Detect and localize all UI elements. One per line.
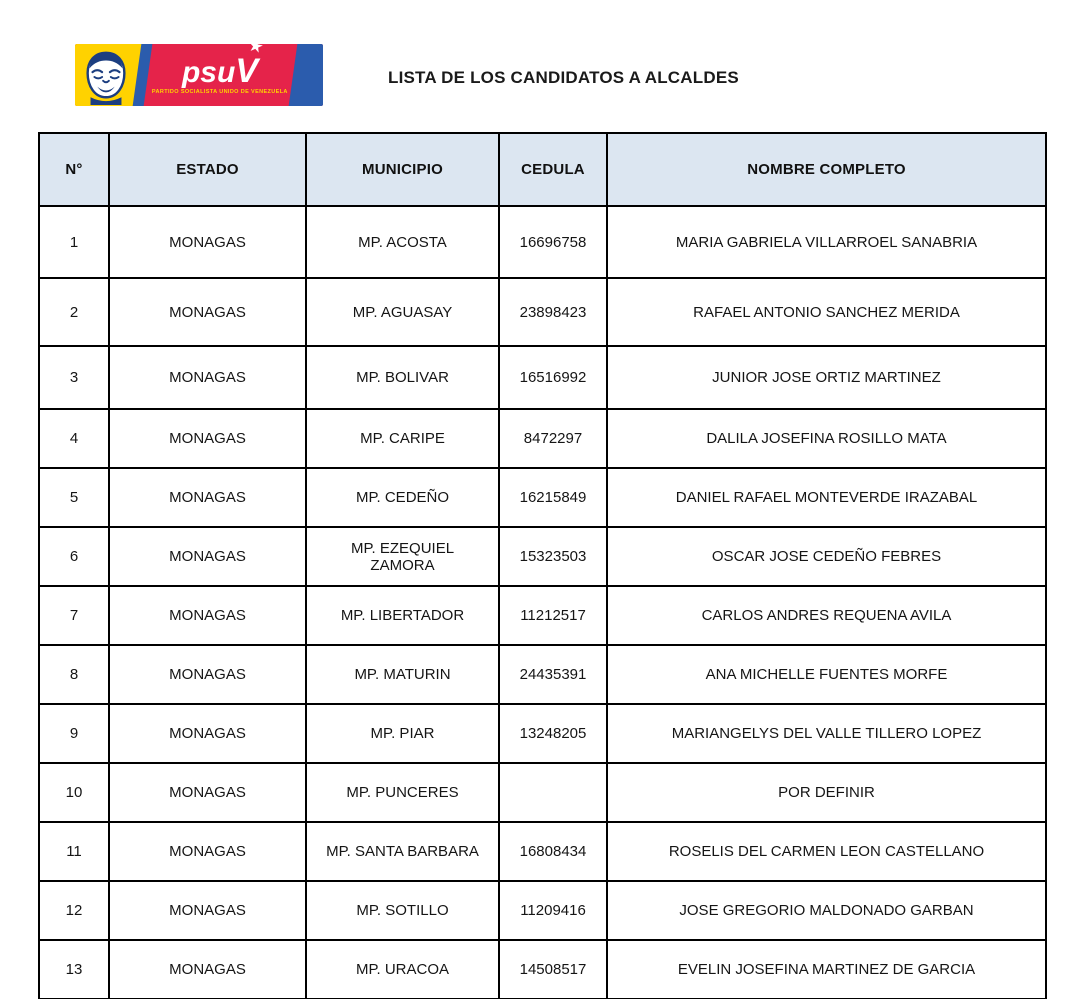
cell-nombre: EVELIN JOSEFINA MARTINEZ DE GARCIA [606,939,1047,999]
cell-nombre: ANA MICHELLE FUENTES MORFE [606,644,1047,705]
col-header-nombre: NOMBRE COMPLETO [606,132,1047,207]
cell-cedula: 16808434 [498,821,608,882]
cell-nombre: POR DEFINIR [606,762,1047,823]
cell-nombre: ROSELIS DEL CARMEN LEON CASTELLANO [606,821,1047,882]
table-row: 9 MONAGAS MP. PIAR 13248205 MARIANGELYS … [38,703,1047,764]
cell-numero: 6 [38,526,110,587]
logo-wordmark-v: V ★ [235,44,263,90]
cell-cedula: 8472297 [498,408,608,469]
logo-wordmark-psu: psu [181,55,236,89]
col-header-cedula: CEDULA [498,132,608,207]
cell-numero: 11 [38,821,110,882]
cell-municipio: MP. CARIPE [305,408,500,469]
cell-nombre: JOSE GREGORIO MALDONADO GARBAN [606,880,1047,941]
cell-estado: MONAGAS [108,526,307,587]
cell-numero: 3 [38,345,110,410]
cell-municipio: MP. LIBERTADOR [305,585,500,646]
cell-municipio: MP. ACOSTA [305,205,500,279]
cell-cedula [498,762,608,823]
psuv-logo: psuV ★ PARTIDO SOCIALISTA UNIDO DE VENEZU… [75,44,323,106]
cell-estado: MONAGAS [108,880,307,941]
table-row: 4 MONAGAS MP. CARIPE 8472297 DALILA JOSE… [38,408,1047,469]
table-row: 1 MONAGAS MP. ACOSTA 16696758 MARIA GABR… [38,205,1047,279]
star-icon: ★ [246,44,264,56]
cell-nombre: OSCAR JOSE CEDEÑO FEBRES [606,526,1047,587]
cell-estado: MONAGAS [108,408,307,469]
cell-nombre: MARIANGELYS DEL VALLE TILLERO LOPEZ [606,703,1047,764]
cell-numero: 9 [38,703,110,764]
table-row: 2 MONAGAS MP. AGUASAY 23898423 RAFAEL AN… [38,277,1047,347]
cell-cedula: 11212517 [498,585,608,646]
cell-numero: 4 [38,408,110,469]
cell-municipio: MP. BOLIVAR [305,345,500,410]
logo-tagline: PARTIDO SOCIALISTA UNIDO DE VENEZUELA [152,88,288,95]
cell-municipio: MP. AGUASAY [305,277,500,347]
logo-blue-stripe-right [287,44,323,106]
cell-cedula: 14508517 [498,939,608,999]
cell-cedula: 24435391 [498,644,608,705]
cell-cedula: 16696758 [498,205,608,279]
table-row: 13 MONAGAS MP. URACOA 14508517 EVELIN JO… [38,939,1047,999]
page-header: psuV ★ PARTIDO SOCIALISTA UNIDO DE VENEZU… [0,0,1080,132]
cell-estado: MONAGAS [108,467,307,528]
table-row: 6 MONAGAS MP. EZEQUIEL ZAMORA 15323503 O… [38,526,1047,587]
table-row: 12 MONAGAS MP. SOTILLO 11209416 JOSE GRE… [38,880,1047,941]
table-row: 10 MONAGAS MP. PUNCERES POR DEFINIR [38,762,1047,823]
table-row: 8 MONAGAS MP. MATURIN 24435391 ANA MICHE… [38,644,1047,705]
col-header-numero: N° [38,132,110,207]
cell-nombre: MARIA GABRIELA VILLARROEL SANABRIA [606,205,1047,279]
cell-cedula: 23898423 [498,277,608,347]
cell-estado: MONAGAS [108,644,307,705]
candidates-table: N° ESTADO MUNICIPIO CEDULA NOMBRE COMPLE… [38,132,1047,999]
cell-estado: MONAGAS [108,205,307,279]
chavez-face-icon [86,51,126,105]
cell-nombre: DANIEL RAFAEL MONTEVERDE IRAZABAL [606,467,1047,528]
cell-municipio: MP. URACOA [305,939,500,999]
cell-cedula: 16516992 [498,345,608,410]
cell-numero: 12 [38,880,110,941]
cell-estado: MONAGAS [108,345,307,410]
cell-numero: 13 [38,939,110,999]
cell-cedula: 11209416 [498,880,608,941]
cell-estado: MONAGAS [108,762,307,823]
col-header-estado: ESTADO [108,132,307,207]
cell-municipio: MP. PIAR [305,703,500,764]
table-header-row: N° ESTADO MUNICIPIO CEDULA NOMBRE COMPLE… [38,132,1047,207]
cell-municipio: MP. EZEQUIEL ZAMORA [305,526,500,587]
cell-numero: 7 [38,585,110,646]
cell-nombre: DALILA JOSEFINA ROSILLO MATA [606,408,1047,469]
page-title: LISTA DE LOS CANDIDATOS A ALCALDES [388,68,739,87]
cell-cedula: 15323503 [498,526,608,587]
cell-municipio: MP. SOTILLO [305,880,500,941]
cell-estado: MONAGAS [108,821,307,882]
col-header-municipio: MUNICIPIO [305,132,500,207]
cell-municipio: MP. SANTA BARBARA [305,821,500,882]
candidates-tbody: 1 MONAGAS MP. ACOSTA 16696758 MARIA GABR… [38,205,1047,999]
cell-numero: 1 [38,205,110,279]
cell-cedula: 16215849 [498,467,608,528]
cell-nombre: RAFAEL ANTONIO SANCHEZ MERIDA [606,277,1047,347]
cell-nombre: JUNIOR JOSE ORTIZ MARTINEZ [606,345,1047,410]
cell-estado: MONAGAS [108,585,307,646]
cell-estado: MONAGAS [108,703,307,764]
table-row: 11 MONAGAS MP. SANTA BARBARA 16808434 RO… [38,821,1047,882]
cell-municipio: MP. PUNCERES [305,762,500,823]
cell-municipio: MP. MATURIN [305,644,500,705]
cell-numero: 10 [38,762,110,823]
cell-estado: MONAGAS [108,277,307,347]
cell-numero: 2 [38,277,110,347]
table-row: 3 MONAGAS MP. BOLIVAR 16516992 JUNIOR JO… [38,345,1047,410]
logo-brand-block: psuV ★ PARTIDO SOCIALISTA UNIDO DE VENEZU… [151,44,289,106]
cell-estado: MONAGAS [108,939,307,999]
cell-municipio: MP. CEDEÑO [305,467,500,528]
cell-nombre: CARLOS ANDRES REQUENA AVILA [606,585,1047,646]
cell-numero: 8 [38,644,110,705]
logo-wordmark: psuV ★ [181,44,264,89]
cell-cedula: 13248205 [498,703,608,764]
table-row: 5 MONAGAS MP. CEDEÑO 16215849 DANIEL RAF… [38,467,1047,528]
cell-numero: 5 [38,467,110,528]
table-row: 7 MONAGAS MP. LIBERTADOR 11212517 CARLOS… [38,585,1047,646]
